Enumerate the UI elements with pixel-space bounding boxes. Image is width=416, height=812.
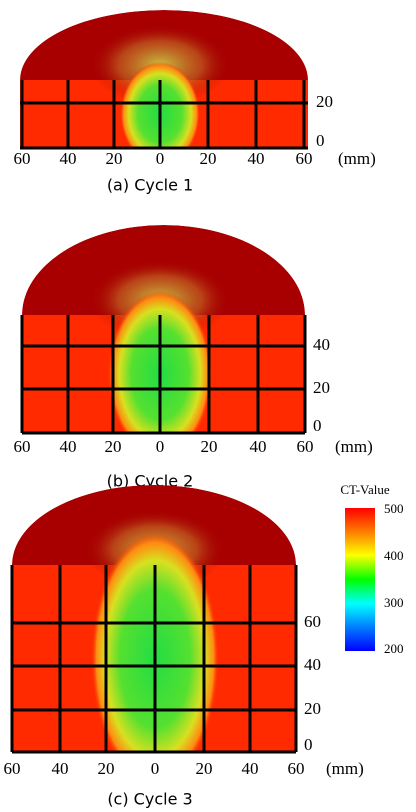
x-tick-label: 20 <box>105 437 122 456</box>
colorbar-tick-label: 300 <box>384 595 404 610</box>
colorbar <box>345 508 375 651</box>
x-tick-label: 40 <box>242 759 259 778</box>
y-tick-label: 0 <box>313 416 322 435</box>
x-tick-label: 40 <box>250 437 267 456</box>
x-tick-label: 40 <box>60 149 77 168</box>
x-tick-label: 60 <box>14 149 31 168</box>
x-tick-label: 60 <box>4 759 21 778</box>
x-tick-label: 20 <box>98 759 115 778</box>
x-tick-label: 0 <box>156 437 165 456</box>
caption: (a) Cycle 1 <box>107 176 193 195</box>
x-tick-label: 0 <box>151 759 160 778</box>
x-tick-label: 40 <box>52 759 69 778</box>
x-unit: (mm) <box>326 759 364 778</box>
y-tick-label: 0 <box>304 735 313 754</box>
x-unit: (mm) <box>338 149 376 168</box>
x-tick-label: 60 <box>296 149 313 168</box>
colorbar-tick-label: 500 <box>384 501 404 516</box>
colorbar-title: CT-Value <box>340 482 390 497</box>
x-tick-label: 60 <box>14 437 31 456</box>
colorbar-tick-label: 400 <box>384 548 404 563</box>
x-tick-label: 40 <box>60 437 77 456</box>
ct-image <box>20 10 308 148</box>
x-tick-label: 40 <box>248 149 265 168</box>
x-tick-label: 20 <box>200 149 217 168</box>
colorbar-tick-label: 200 <box>384 641 404 656</box>
y-tick-label: 20 <box>313 378 330 397</box>
y-tick-label: 20 <box>316 92 333 111</box>
y-tick-label: 20 <box>304 699 321 718</box>
y-tick-label: 40 <box>304 655 321 674</box>
x-tick-label: 20 <box>196 759 213 778</box>
ct-image <box>22 225 305 433</box>
x-tick-label: 0 <box>156 149 165 168</box>
x-tick-label: 60 <box>288 759 305 778</box>
y-tick-label: 0 <box>316 131 325 150</box>
x-tick-label: 60 <box>297 437 314 456</box>
x-tick-label: 20 <box>201 437 218 456</box>
x-tick-label: 20 <box>106 149 123 168</box>
y-tick-label: 40 <box>313 335 330 354</box>
x-unit: (mm) <box>335 437 373 456</box>
y-tick-label: 60 <box>304 612 321 631</box>
caption: (c) Cycle 3 <box>107 790 192 809</box>
